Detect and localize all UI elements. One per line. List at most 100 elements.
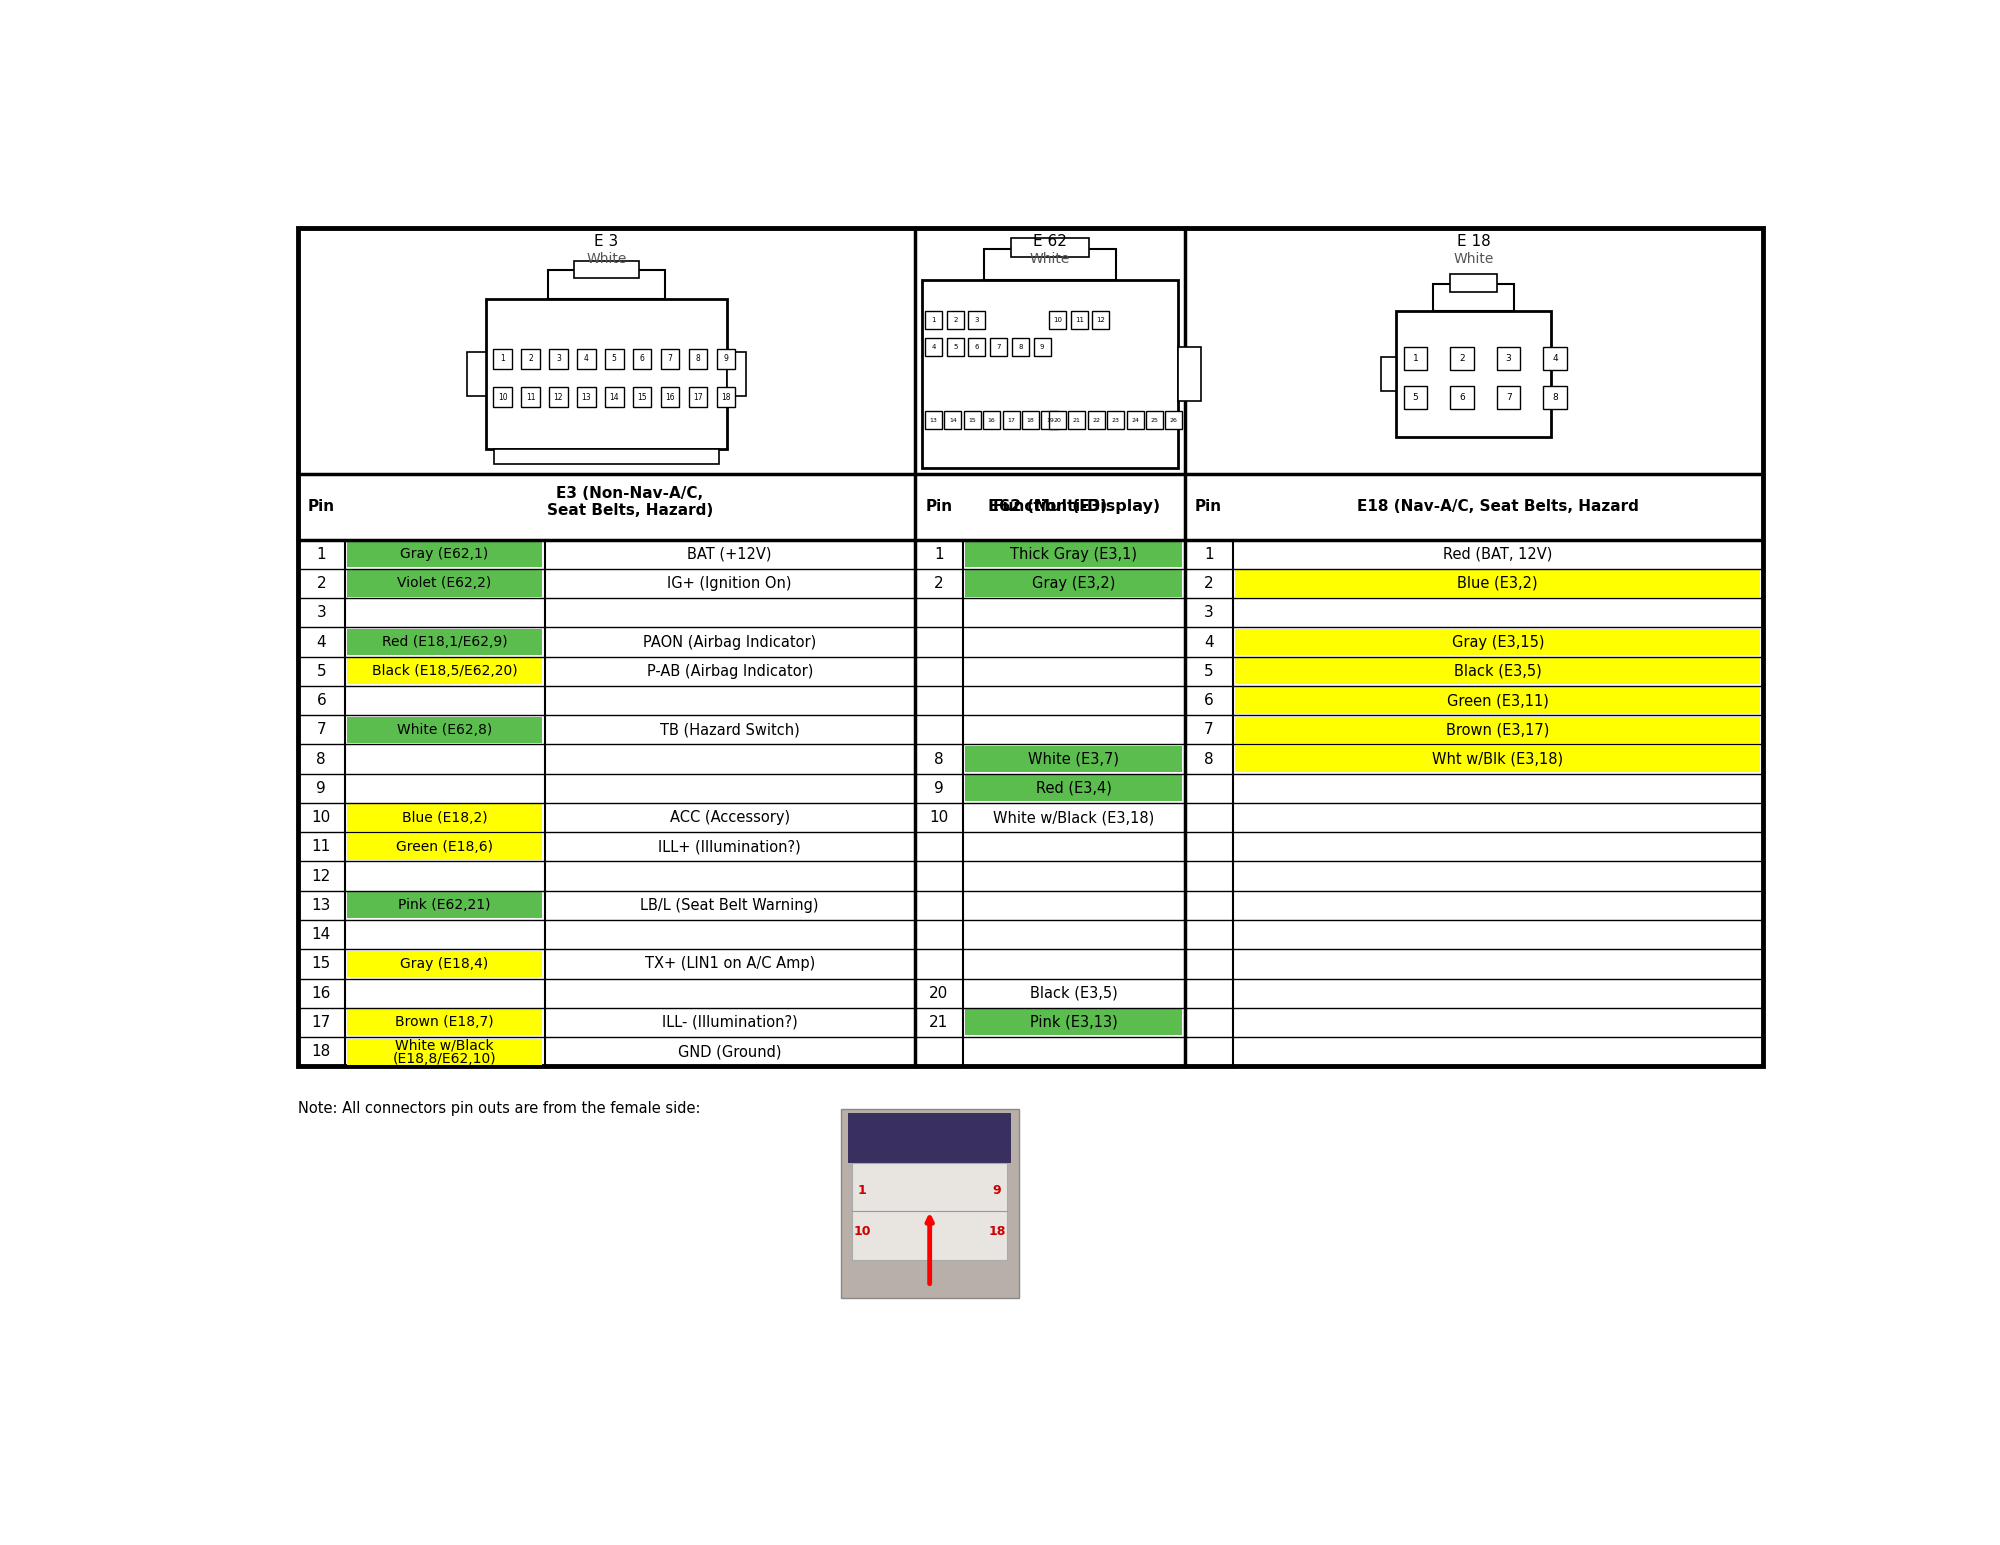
Text: Pin: Pin [308, 499, 334, 514]
Text: 14: 14 [610, 392, 620, 402]
Text: Black (E3,5): Black (E3,5) [1030, 986, 1118, 1001]
Bar [1178, 348, 1200, 402]
Bar [1236, 570, 1760, 596]
Text: 13: 13 [582, 392, 592, 402]
Bar [984, 249, 1116, 280]
Text: 17: 17 [1008, 417, 1014, 423]
Text: White w/Black: White w/Black [396, 1038, 494, 1052]
Text: 1: 1 [858, 1183, 866, 1197]
Bar [346, 950, 542, 976]
Text: 12: 12 [554, 392, 564, 402]
Text: 14: 14 [312, 927, 330, 942]
Text: 21: 21 [930, 1015, 948, 1031]
Bar [716, 349, 736, 369]
Text: 5: 5 [954, 345, 958, 351]
Bar [346, 1009, 542, 1035]
Text: White: White [586, 252, 626, 266]
Text: Pin: Pin [1196, 499, 1222, 514]
Bar [346, 629, 542, 655]
Text: TX+ (LIN1 on A/C Amp): TX+ (LIN1 on A/C Amp) [644, 956, 814, 972]
Text: 15: 15 [968, 417, 976, 423]
Bar [346, 1038, 542, 1065]
Bar [1496, 386, 1520, 409]
Text: 4: 4 [932, 345, 936, 351]
Text: 4: 4 [584, 354, 588, 363]
Bar [574, 261, 640, 278]
Bar [578, 349, 596, 369]
Text: 2: 2 [316, 576, 326, 592]
Text: Black (E3,5): Black (E3,5) [1454, 664, 1542, 678]
Bar [688, 349, 708, 369]
Text: 5: 5 [316, 664, 326, 678]
Text: 24: 24 [1132, 417, 1140, 423]
Text: 3: 3 [1204, 606, 1214, 620]
Text: (E18,8/E62,10): (E18,8/E62,10) [392, 1052, 496, 1066]
Text: 9: 9 [934, 780, 944, 796]
Text: 17: 17 [694, 392, 702, 402]
Bar [1050, 411, 1066, 430]
Text: BAT (+12V): BAT (+12V) [688, 547, 772, 562]
Text: ACC (Accessory): ACC (Accessory) [670, 810, 790, 825]
Bar [1450, 348, 1474, 371]
Bar [632, 349, 652, 369]
Text: 10: 10 [1054, 317, 1062, 323]
Text: 16: 16 [312, 986, 330, 1001]
Bar [346, 541, 542, 567]
Bar [688, 388, 708, 408]
Bar [1450, 273, 1496, 292]
Bar [346, 893, 542, 918]
Text: White (E3,7): White (E3,7) [1028, 751, 1120, 766]
Bar [1236, 746, 1760, 772]
Text: 1: 1 [500, 354, 506, 363]
Text: 5: 5 [612, 354, 616, 363]
Bar [946, 338, 964, 357]
Text: Violet (E62,2): Violet (E62,2) [398, 576, 492, 590]
Text: 7: 7 [1506, 392, 1512, 402]
Text: 19: 19 [1046, 417, 1054, 423]
Bar [346, 658, 542, 684]
Text: 2: 2 [528, 354, 532, 363]
Bar [468, 352, 486, 396]
Text: 3: 3 [974, 317, 980, 323]
Text: 25: 25 [1150, 417, 1158, 423]
Text: 20: 20 [1054, 417, 1062, 423]
Bar [604, 349, 624, 369]
Bar [926, 411, 942, 430]
Text: 2: 2 [1460, 354, 1464, 363]
Bar [522, 349, 540, 369]
Bar [1404, 386, 1428, 409]
Bar [1236, 658, 1760, 684]
Bar [990, 338, 1008, 357]
Text: White: White [1030, 252, 1070, 266]
Text: 13: 13 [930, 417, 938, 423]
Text: 9: 9 [992, 1183, 1002, 1197]
Bar [1002, 411, 1020, 430]
Text: 6: 6 [1460, 392, 1464, 402]
Bar [966, 570, 1182, 596]
Bar [968, 338, 986, 357]
Text: Red (BAT, 12V): Red (BAT, 12V) [1444, 547, 1552, 562]
Bar [926, 338, 942, 357]
Bar [726, 352, 746, 396]
Bar [522, 388, 540, 408]
Text: Red (E18,1/E62,9): Red (E18,1/E62,9) [382, 635, 508, 649]
Text: 11: 11 [526, 392, 536, 402]
Bar [1236, 629, 1760, 655]
Bar [494, 349, 512, 369]
Text: 18: 18 [988, 1225, 1006, 1238]
Text: 8: 8 [316, 751, 326, 766]
Bar [1236, 688, 1760, 714]
Bar [852, 1163, 1008, 1259]
Text: 5: 5 [1412, 392, 1418, 402]
Bar [1088, 411, 1104, 430]
Bar [494, 448, 718, 463]
Text: 12: 12 [312, 868, 330, 884]
Bar [966, 541, 1182, 567]
Text: PAON (Airbag Indicator): PAON (Airbag Indicator) [644, 635, 816, 649]
Text: Brown (E18,7): Brown (E18,7) [396, 1015, 494, 1029]
Bar [922, 280, 1178, 468]
Text: 1: 1 [932, 317, 936, 323]
Text: 20: 20 [930, 986, 948, 1001]
Text: Note: All connectors pin outs are from the female side:: Note: All connectors pin outs are from t… [298, 1102, 700, 1115]
Text: 3: 3 [1506, 354, 1512, 363]
